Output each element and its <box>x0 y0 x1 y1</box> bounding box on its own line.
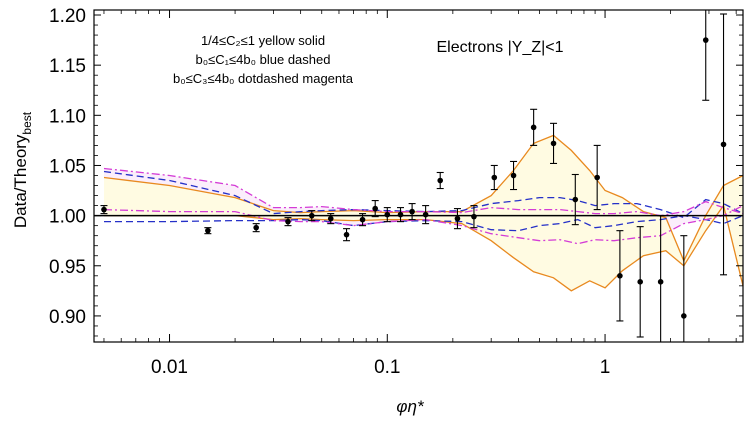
point-marker <box>657 279 664 285</box>
point-marker <box>720 141 727 148</box>
x-tick-label: 0.1 <box>374 357 400 378</box>
data-point <box>490 164 498 191</box>
point-marker <box>454 215 461 222</box>
data-point <box>530 108 538 146</box>
y-axis: 0.90 0.95 1.00 1.05 1.10 1.15 1.20 <box>49 6 743 337</box>
data-point <box>408 203 416 221</box>
data-point <box>571 173 579 226</box>
data-point <box>616 230 624 322</box>
data-point <box>359 213 367 227</box>
data-point <box>657 215 665 342</box>
legend-line-blue: b₀≤C₁≤4b₀ blue dashed <box>196 52 331 67</box>
series-line-blue-dashed-upper <box>103 170 744 219</box>
series-line-magenta-dotdashed-upper <box>103 167 744 217</box>
point-marker <box>359 216 366 223</box>
point-marker <box>617 273 623 279</box>
data-point <box>636 226 644 338</box>
point-marker <box>205 227 211 234</box>
data-point <box>397 207 405 223</box>
point-marker <box>422 211 429 218</box>
chart-lines-layer <box>103 134 744 292</box>
point-marker <box>253 224 259 231</box>
y-tick-label: 1.00 <box>49 207 86 228</box>
x-tick-label: 0.01 <box>151 357 188 378</box>
data-point <box>252 223 260 233</box>
data-point <box>550 122 558 165</box>
y-axis-title-main: Data/Theory <box>11 134 30 228</box>
series-line-yellow-solid-lower <box>104 204 744 292</box>
data-point <box>593 144 601 211</box>
point-marker <box>437 177 444 184</box>
data-point <box>343 228 351 242</box>
y-tick-label: 1.05 <box>49 156 86 177</box>
plot-frame <box>93 9 744 343</box>
data-point <box>453 208 461 230</box>
data-point <box>371 200 379 218</box>
series-line-magenta-dotdashed-lower <box>103 205 744 245</box>
data-point <box>422 205 430 225</box>
y-tick-label: 1.20 <box>49 6 86 27</box>
point-marker <box>594 174 600 181</box>
point-marker <box>372 205 378 212</box>
y-tick-label: 1.15 <box>49 56 86 77</box>
y-tick-label: 0.90 <box>49 307 86 328</box>
legend-line-yellow: 1/4≤C₂≤1 yellow solid <box>201 33 325 48</box>
data-point <box>383 207 391 223</box>
data-point <box>702 10 710 101</box>
point-marker <box>101 206 107 213</box>
y-axis-title-sub: best <box>20 111 34 134</box>
point-marker <box>681 313 687 319</box>
point-marker <box>308 212 315 219</box>
data-point <box>100 205 108 215</box>
point-marker <box>397 211 404 218</box>
point-marker <box>572 196 579 203</box>
data-point <box>284 217 292 227</box>
point-marker <box>471 213 477 220</box>
point-marker <box>409 208 415 215</box>
legend: 1/4≤C₂≤1 yellow solid b₀≤C₁≤4b₀ blue das… <box>173 33 354 86</box>
point-marker <box>327 215 334 222</box>
data-point <box>308 210 316 222</box>
point-marker <box>491 174 498 181</box>
data-point <box>204 227 212 235</box>
point-marker <box>384 211 391 218</box>
data-point <box>327 213 335 225</box>
annotation-electrons: Electrons |Y_Z|<1 <box>436 39 563 56</box>
x-tick-label: 1 <box>600 357 611 378</box>
y-tick-label: 1.10 <box>49 106 86 127</box>
y-axis-title: Data/Theorybest <box>11 111 34 228</box>
data-point <box>510 160 518 191</box>
legend-line-magenta: b₀≤C₃≤4b₀ dotdashed magenta <box>173 71 354 86</box>
point-marker <box>702 37 709 43</box>
x-axis: 0.01 0.1 1 <box>103 10 737 378</box>
data-point <box>470 205 478 229</box>
data-points-layer <box>100 10 728 342</box>
point-marker <box>343 231 350 238</box>
y-tick-label: 0.95 <box>49 257 86 278</box>
point-marker <box>550 140 557 147</box>
x-axis-title: φη* <box>396 397 425 416</box>
data-point <box>720 13 728 276</box>
point-marker <box>510 172 517 179</box>
point-marker <box>637 279 643 285</box>
series-line-blue-dashed-lower <box>104 214 744 232</box>
point-marker <box>285 218 291 225</box>
point-marker <box>530 124 537 131</box>
data-point <box>436 171 444 190</box>
data-point <box>680 235 688 342</box>
